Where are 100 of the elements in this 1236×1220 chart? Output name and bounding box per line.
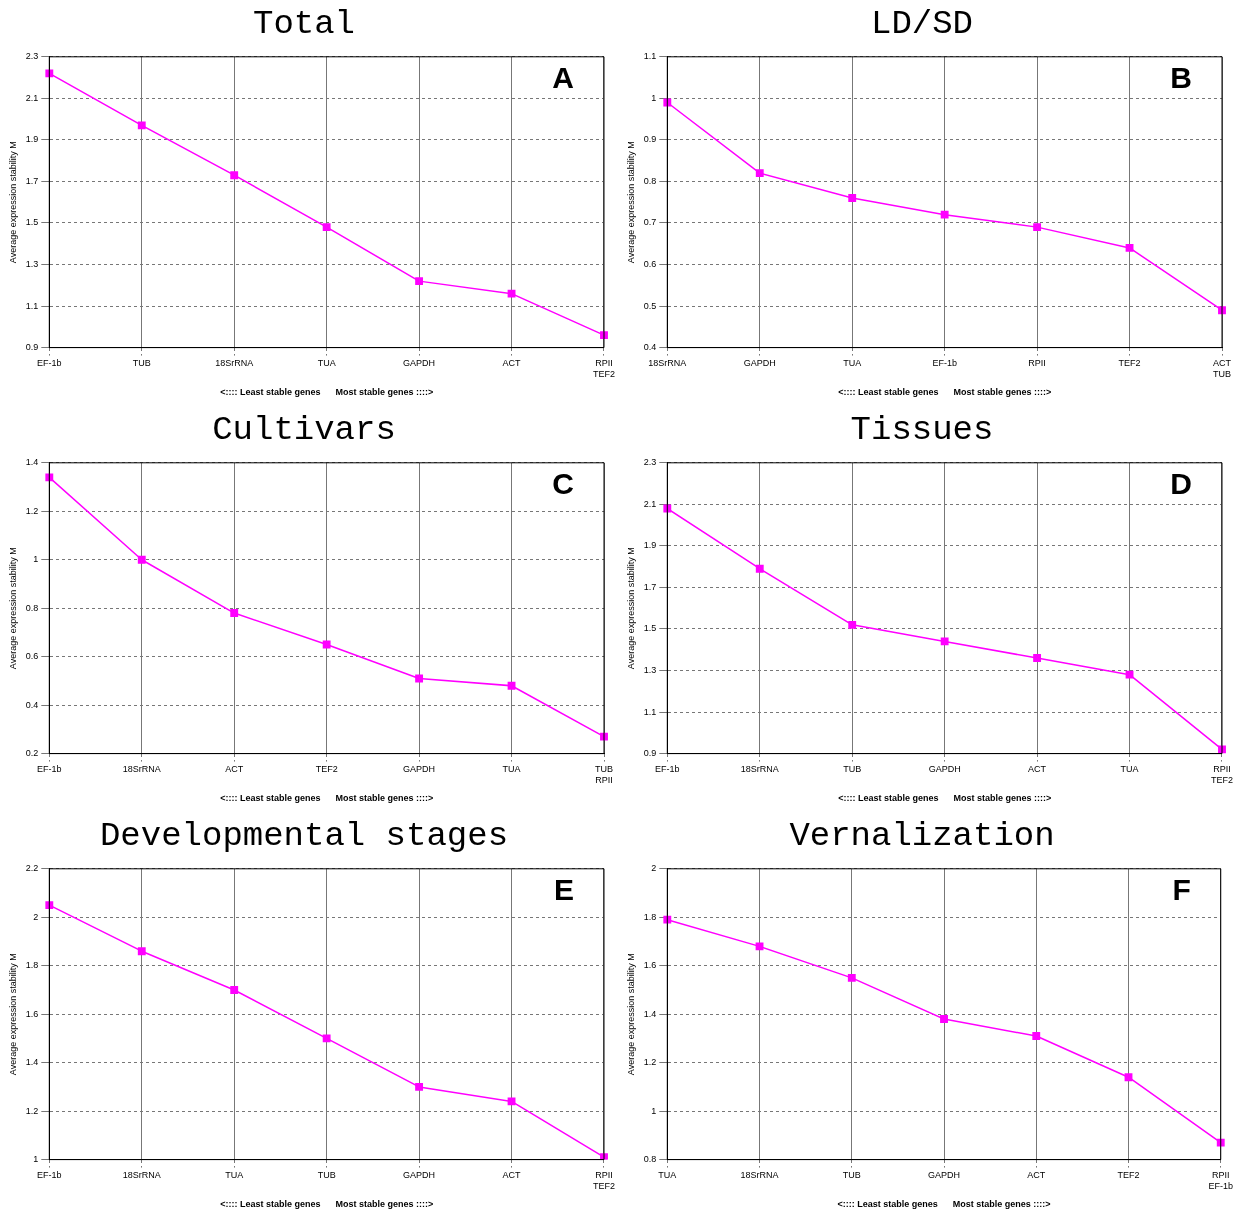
y-tick-label: 1.9 bbox=[643, 540, 657, 551]
point bbox=[322, 1034, 331, 1043]
y-tick-label: 2.1 bbox=[643, 498, 657, 509]
y-tick-label: 1.8 bbox=[643, 911, 657, 922]
x-tick-label: TUA bbox=[225, 1170, 244, 1181]
y-tick-label: 0.8 bbox=[643, 175, 657, 186]
x-tick-label: TEF2 bbox=[315, 764, 338, 775]
x-tick-label: EF-1b bbox=[37, 1170, 62, 1181]
chart-title: Cultivars bbox=[212, 411, 396, 450]
x-tick-label: RPII TEF2 bbox=[592, 358, 616, 380]
y-tick-label: 0.8 bbox=[25, 602, 39, 613]
y-tick-label: 2 bbox=[651, 863, 657, 874]
y-tick-label: 1.2 bbox=[643, 1057, 657, 1068]
y-tick-label: 1.7 bbox=[25, 175, 39, 186]
y-tick-label: 1.4 bbox=[643, 1008, 657, 1019]
x-axis-title: <:::: Least stable genes Most stable genes ::::> bbox=[220, 387, 434, 398]
y-axis-title: Average expression stability M bbox=[625, 141, 636, 264]
chart-title: LD/SD bbox=[870, 5, 974, 44]
x-tick-label: TUB bbox=[132, 358, 151, 369]
point bbox=[230, 609, 239, 617]
y-tick-label: 0.6 bbox=[25, 651, 39, 662]
x-tick-label: 18SrRNA bbox=[648, 358, 687, 369]
y-tick-label: 1.2 bbox=[25, 1105, 39, 1116]
x-tick-label: GAPDH bbox=[928, 1170, 961, 1181]
x-tick-label: TUA bbox=[1120, 764, 1139, 775]
point bbox=[415, 1082, 424, 1091]
annotation: A bbox=[552, 61, 574, 95]
y-tick-label: 0.2 bbox=[25, 748, 39, 759]
y-tick-label: 2.1 bbox=[25, 92, 39, 103]
x-tick-label: ACT bbox=[1028, 764, 1047, 775]
y-tick-label: 1.5 bbox=[643, 623, 657, 634]
y-tick-label: 1.6 bbox=[25, 1008, 39, 1019]
x-tick-label: RPII TEF2 bbox=[1210, 764, 1234, 786]
y-tick-label: 1.1 bbox=[25, 300, 39, 311]
point bbox=[415, 674, 424, 683]
x-axis-title: <:::: Least stable genes Most stable genes ::::> bbox=[838, 387, 1052, 398]
point bbox=[1033, 223, 1042, 232]
x-tick-label: EF-1b bbox=[655, 764, 680, 775]
y-tick-label: 1.7 bbox=[643, 581, 657, 592]
point bbox=[1125, 670, 1134, 679]
y-tick-label: 1.9 bbox=[25, 134, 39, 145]
y-tick-label: 1.3 bbox=[25, 259, 39, 269]
annotation: D bbox=[1170, 467, 1192, 501]
y-tick-label: 2.2 bbox=[25, 863, 39, 874]
y-tick-label: 0.9 bbox=[643, 134, 657, 145]
point bbox=[1125, 243, 1134, 252]
x-tick-label: ACT TUB bbox=[1213, 358, 1232, 380]
point bbox=[137, 555, 146, 564]
point bbox=[322, 640, 331, 649]
x-tick-label: GAPDH bbox=[403, 358, 436, 369]
chart-title: Tissues bbox=[850, 411, 994, 450]
point bbox=[45, 69, 54, 78]
y-tick-label: 0.4 bbox=[643, 342, 657, 353]
point bbox=[1033, 654, 1042, 662]
x-axis-title: <:::: Least stable genes Most stable genes ::::> bbox=[220, 1199, 434, 1210]
y-tick-label: 1 bbox=[33, 554, 39, 565]
y-tick-label: 0.8 bbox=[643, 1154, 657, 1165]
annotation: E bbox=[553, 873, 574, 907]
chart-title: Developmental stages bbox=[99, 817, 509, 856]
y-tick-label: 1.1 bbox=[643, 706, 657, 717]
point bbox=[940, 637, 949, 646]
y-tick-label: 1.3 bbox=[643, 665, 657, 675]
x-tick-label: GAPDH bbox=[403, 1170, 436, 1181]
x-tick-label: 18SrRNA bbox=[122, 764, 161, 775]
annotation: C bbox=[552, 467, 574, 501]
x-tick-label: 18SrRNA bbox=[215, 358, 254, 369]
y-tick-label: 2.3 bbox=[643, 457, 657, 468]
y-tick-label: 0.9 bbox=[643, 748, 657, 759]
x-axis-title: <:::: Least stable genes Most stable genes ::::> bbox=[837, 1199, 1051, 1210]
x-tick-label: TUB bbox=[317, 1170, 336, 1181]
y-tick-label: 0.5 bbox=[643, 300, 657, 311]
point bbox=[45, 473, 54, 482]
y-tick-label: 1.5 bbox=[25, 217, 39, 228]
x-tick-label: TUB bbox=[843, 764, 862, 775]
y-tick-label: 0.9 bbox=[25, 342, 39, 353]
point bbox=[940, 1015, 948, 1023]
y-tick-label: 1.4 bbox=[25, 1057, 39, 1068]
point bbox=[755, 564, 764, 573]
point bbox=[1216, 1138, 1225, 1147]
x-tick-label: EF-1b bbox=[37, 358, 62, 369]
point bbox=[230, 171, 239, 180]
point bbox=[507, 289, 516, 298]
x-tick-label: ACT bbox=[502, 358, 522, 369]
x-tick-label: TUA bbox=[502, 764, 521, 775]
y-tick-label: 0.7 bbox=[643, 217, 657, 228]
point bbox=[45, 901, 54, 910]
chart-title: Total bbox=[252, 5, 356, 44]
y-axis-title: Average expression stability M bbox=[625, 953, 636, 1076]
point bbox=[507, 681, 516, 690]
x-tick-label: TEF2 bbox=[1117, 1170, 1140, 1181]
y-tick-label: 1 bbox=[651, 92, 657, 103]
point bbox=[137, 947, 146, 956]
x-tick-label: TUA bbox=[658, 1170, 677, 1181]
x-tick-label: ACT bbox=[502, 1170, 522, 1181]
y-tick-label: 0.4 bbox=[25, 699, 39, 710]
x-tick-label: TUB bbox=[842, 1170, 861, 1181]
point bbox=[1124, 1073, 1133, 1082]
y-axis-title: Average expression stability M bbox=[7, 141, 18, 264]
x-tick-label: TEF2 bbox=[1118, 358, 1141, 369]
x-tick-label: ACT bbox=[225, 764, 244, 775]
